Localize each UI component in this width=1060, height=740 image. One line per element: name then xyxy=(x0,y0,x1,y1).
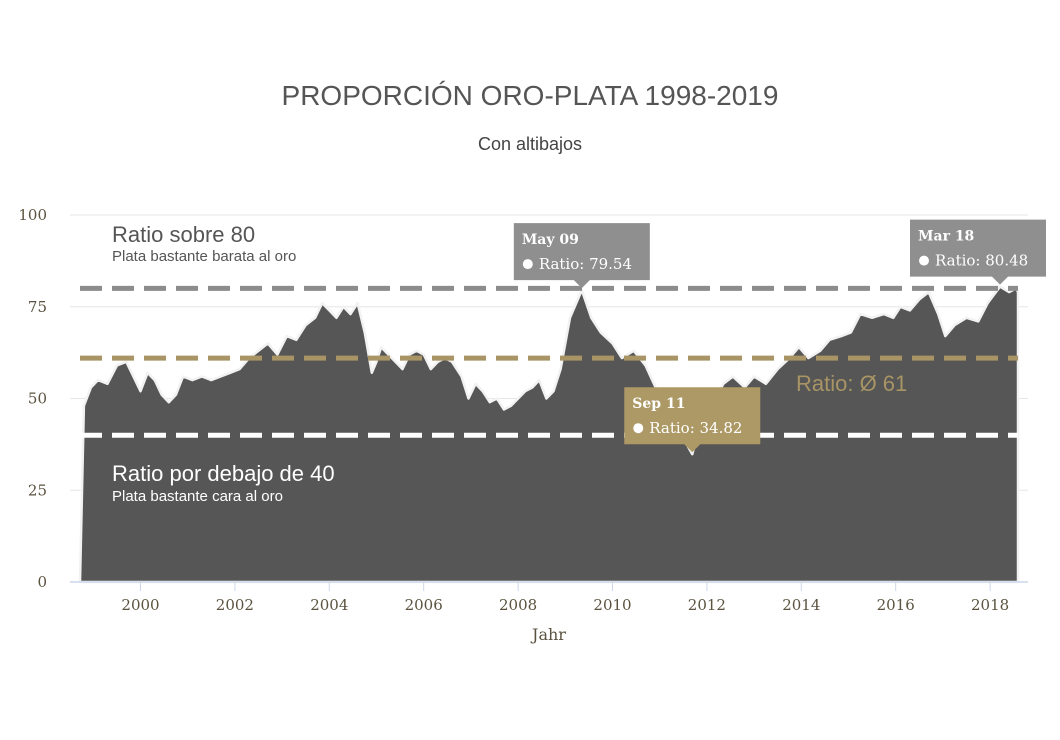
x-tick-label: 2018 xyxy=(971,596,1009,614)
x-tick-label: 2006 xyxy=(405,596,443,614)
x-tick-label: 2016 xyxy=(877,596,915,614)
tooltip-dot xyxy=(522,259,533,270)
y-tick-label: 50 xyxy=(28,390,47,408)
upper-zone-subtitle: Plata bastante barata al oro xyxy=(112,248,296,265)
tooltip-may-09 xyxy=(513,223,650,289)
x-tick-label: 2002 xyxy=(216,596,254,614)
y-tick-label: 75 xyxy=(28,298,47,316)
y-tick-label: 25 xyxy=(28,481,47,499)
y-tick-label: 0 xyxy=(37,573,47,591)
x-axis-label: Jahr xyxy=(530,625,566,644)
chart-subtitle: Con altibajos xyxy=(477,134,583,154)
lower-zone-title: Ratio por debajo de 40 xyxy=(112,461,335,486)
x-tick-label: 2008 xyxy=(499,596,537,614)
y-tick-label: 100 xyxy=(18,206,47,224)
tooltip-value: Ratio: 80.48 xyxy=(935,252,1028,270)
tooltip-value: Ratio: 79.54 xyxy=(539,255,632,273)
tooltip-sep-11 xyxy=(624,387,761,453)
tooltip-dot xyxy=(919,255,929,266)
chart-title: PROPORCIÓN ORO-PLATA 1998-2019 xyxy=(281,80,779,111)
average-ratio-label: Ratio: Ø 61 xyxy=(796,371,907,396)
upper-zone-title: Ratio sobre 80 xyxy=(112,222,255,247)
tooltip-value: Ratio: 34.82 xyxy=(649,419,742,437)
tooltip-date: Sep 11 xyxy=(632,396,685,412)
x-tick-label: 2000 xyxy=(121,596,159,614)
tooltip-date: May 09 xyxy=(522,232,579,248)
tooltip-mar-18 xyxy=(910,219,1046,285)
tooltip-dot xyxy=(633,423,644,434)
tooltip-date: Mar 18 xyxy=(918,229,974,245)
lower-zone-subtitle: Plata bastante cara al oro xyxy=(112,488,283,505)
x-tick-label: 2014 xyxy=(782,596,820,614)
x-tick-label: 2012 xyxy=(688,596,726,614)
x-tick-label: 2010 xyxy=(593,596,631,614)
x-tick-label: 2004 xyxy=(310,596,348,614)
